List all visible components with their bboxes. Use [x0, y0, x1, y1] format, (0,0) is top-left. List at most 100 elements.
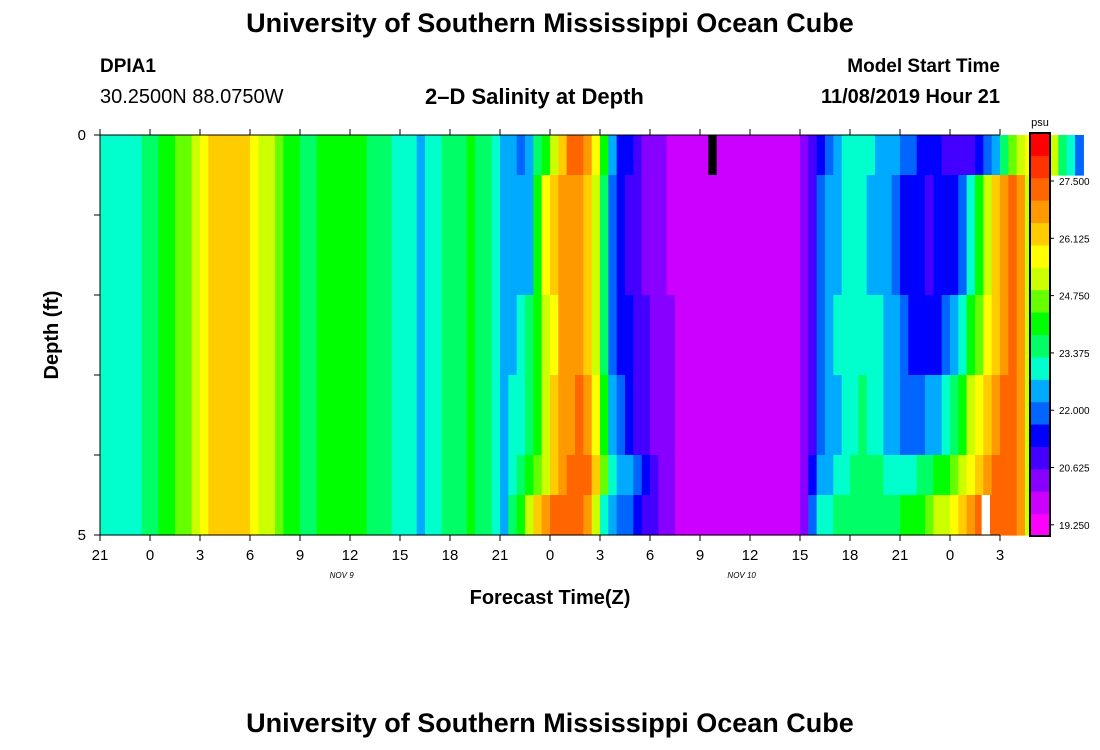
heatmap-cell — [675, 455, 684, 496]
heatmap-cell — [958, 175, 968, 216]
heatmap-cell — [716, 295, 726, 336]
heatmap-cell — [825, 335, 834, 376]
heatmap-cell — [775, 495, 784, 536]
heatmap-cell — [366, 255, 376, 296]
heatmap-cell — [558, 375, 568, 416]
x-tick-label: 0 — [946, 547, 954, 564]
heatmap-cell — [808, 175, 818, 216]
heatmap-cell — [558, 455, 568, 496]
heatmap-cell — [858, 495, 868, 536]
heatmap-cell — [183, 415, 193, 456]
heatmap-cell — [1008, 415, 1018, 456]
heatmap-cell — [758, 255, 768, 296]
heatmap-cell — [1000, 295, 1009, 336]
heatmap-cell — [208, 375, 218, 416]
heatmap-cell — [350, 215, 359, 256]
heatmap-cell — [416, 295, 426, 336]
heatmap-cell — [158, 135, 168, 176]
heatmap-cell — [233, 415, 243, 456]
heatmap-cell — [916, 335, 926, 376]
heatmap-cell — [1000, 215, 1009, 256]
heatmap-cell — [1000, 375, 1009, 416]
heatmap-cell — [691, 375, 701, 416]
heatmap-cell — [850, 415, 859, 456]
heatmap-cell — [233, 175, 243, 216]
heatmap-cell — [641, 455, 651, 496]
heatmap-cell — [966, 295, 976, 336]
heatmap-cell — [925, 215, 934, 256]
heatmap-cell — [383, 135, 393, 176]
heatmap-cell — [900, 295, 909, 336]
heatmap-cell — [433, 295, 443, 336]
heatmap-cell — [583, 135, 593, 176]
heatmap-cell — [508, 375, 518, 416]
heatmap-cell — [441, 335, 451, 376]
heatmap-cell — [633, 335, 643, 376]
heatmap-cell — [966, 175, 976, 216]
x-tick-label: 15 — [392, 547, 409, 564]
heatmap-cell — [458, 255, 468, 296]
heatmap-cell — [341, 135, 351, 176]
heatmap-cell — [116, 455, 126, 496]
heatmap-cell — [875, 295, 884, 336]
heatmap-cell — [600, 175, 609, 216]
heatmap-cell — [725, 135, 734, 176]
heatmap-cell — [225, 375, 234, 416]
heatmap-cell — [591, 295, 601, 336]
heatmap-cell — [250, 255, 259, 296]
heatmap-cell — [541, 495, 551, 536]
heatmap-cell — [191, 175, 201, 216]
heatmap-cell — [875, 415, 884, 456]
heatmap-cell — [991, 135, 1001, 176]
heatmap-cell — [800, 255, 809, 296]
heatmap-cell — [633, 215, 643, 256]
heatmap-cell — [816, 175, 826, 216]
heatmap-cell — [358, 375, 368, 416]
heatmap-cell — [716, 455, 726, 496]
heatmap-cell — [583, 375, 593, 416]
heatmap-cell — [525, 455, 534, 496]
heatmap-cell — [100, 295, 109, 336]
heatmap-cell — [358, 255, 368, 296]
heatmap-cell — [383, 495, 393, 536]
heatmap-cell — [791, 335, 801, 376]
heatmap-cell — [550, 375, 559, 416]
heatmap-cell — [250, 415, 259, 456]
heatmap-cell — [491, 375, 501, 416]
heatmap-cell — [391, 375, 401, 416]
heatmap-cell — [333, 215, 343, 256]
heatmap-cell — [916, 455, 926, 496]
heatmap-cell — [625, 175, 634, 216]
heatmap-cell — [450, 215, 459, 256]
heatmap-cell — [683, 415, 693, 456]
heatmap-cell — [958, 495, 968, 536]
heatmap-cell — [491, 455, 501, 496]
heatmap-cell — [266, 215, 276, 256]
heatmap-cell — [650, 415, 659, 456]
heatmap-cell — [550, 415, 559, 456]
heatmap-cell — [533, 495, 543, 536]
heatmap-cell — [975, 215, 984, 256]
heatmap-cell — [508, 215, 518, 256]
heatmap-cell — [208, 455, 218, 496]
heatmap-cell — [891, 175, 901, 216]
heatmap-cell — [916, 255, 926, 296]
heatmap-cell — [383, 215, 393, 256]
heatmap-cell — [216, 455, 226, 496]
heatmap-cell — [308, 295, 318, 336]
heatmap-cell — [450, 375, 459, 416]
heatmap-cell — [308, 135, 318, 176]
heatmap-cell — [100, 255, 109, 296]
heatmap-cell — [483, 255, 493, 296]
heatmap-cell — [133, 295, 143, 336]
heatmap-cell — [1016, 135, 1026, 176]
heatmap-cell — [758, 295, 768, 336]
y-axis-title: Depth (ft) — [41, 291, 63, 380]
heatmap-cell — [825, 495, 834, 536]
heatmap-cell — [500, 175, 509, 216]
heatmap-cell — [1008, 175, 1018, 216]
heatmap-cell — [1000, 455, 1009, 496]
heatmap-cell — [683, 335, 693, 376]
heatmap-cell — [375, 495, 384, 536]
heatmap-cell — [1016, 295, 1026, 336]
